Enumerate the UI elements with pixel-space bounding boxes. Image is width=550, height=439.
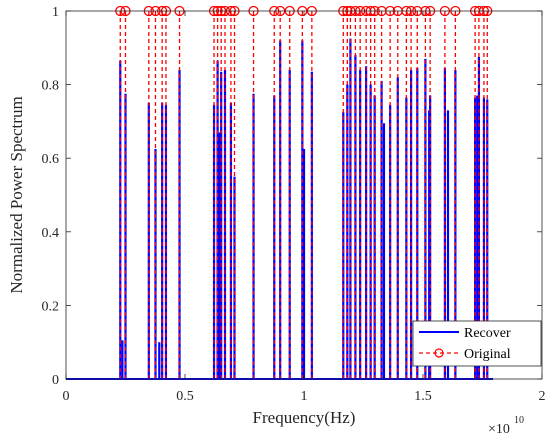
- x-multiplier-exponent: 10: [514, 415, 524, 426]
- legend: Recover Original: [412, 320, 542, 367]
- y-tick-label: 1: [52, 5, 59, 20]
- x-tick-label: 1.5: [414, 389, 432, 404]
- y-tick-label: 0.4: [42, 226, 60, 241]
- y-axis-label: Normalized Power Spectrum: [7, 96, 26, 293]
- x-tick-label: 2: [539, 389, 546, 404]
- y-axis-ticks: 0 0.2 0.4 0.6 0.8 1: [42, 5, 542, 388]
- svg-text:×10: ×10: [488, 422, 510, 437]
- x-axis-ticks: 0 0.5 1 1.5 2: [63, 11, 546, 404]
- x-tick-label: 0: [63, 389, 70, 404]
- y-tick-label: 0.8: [42, 79, 60, 94]
- legend-original-marker: [434, 348, 444, 358]
- legend-recover-label: Recover: [464, 326, 511, 341]
- y-tick-label: 0: [52, 373, 59, 388]
- x-multiplier: ×10 10: [488, 415, 524, 437]
- x-tick-label: 0.5: [176, 389, 194, 404]
- recover-stems: [119, 38, 489, 379]
- y-tick-label: 0.6: [42, 152, 60, 167]
- legend-box: [412, 320, 542, 367]
- x-axis-label: Frequency(Hz): [253, 408, 356, 427]
- legend-original-label: Original: [464, 347, 511, 362]
- x-tick-label: 1: [301, 389, 308, 404]
- y-tick-label: 0.2: [42, 299, 60, 314]
